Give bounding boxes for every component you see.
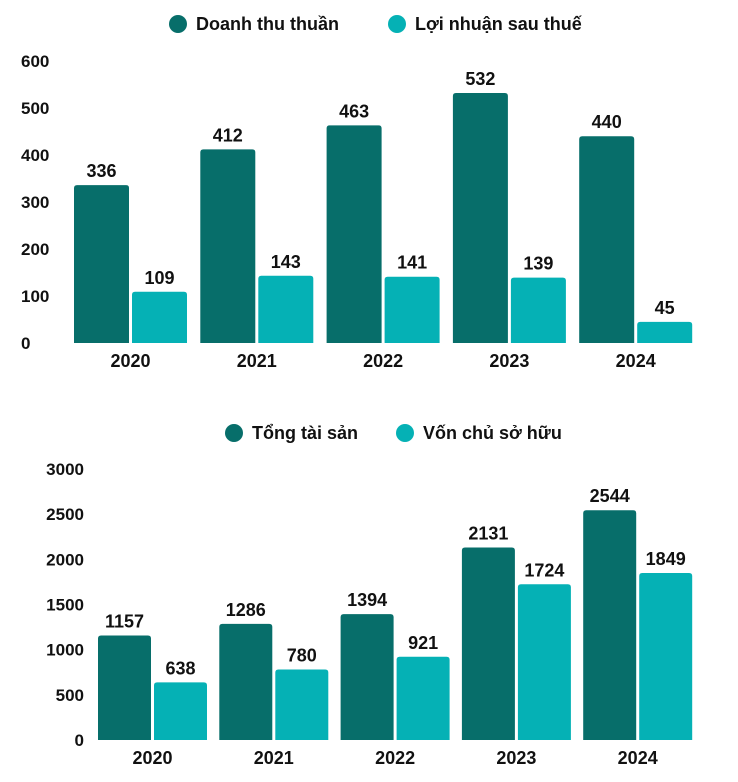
bar-value-label: 1286 [226, 600, 266, 620]
y-tick-label: 0 [75, 731, 84, 750]
bar-value-label: 336 [86, 161, 116, 181]
bar-secondary [510, 277, 566, 343]
x-category-label: 2022 [375, 748, 415, 768]
y-tick-label: 1500 [46, 596, 84, 615]
bar-primary [583, 510, 637, 740]
bar-value-label: 440 [592, 112, 622, 132]
x-category-label: 2023 [496, 748, 536, 768]
bar-primary [326, 125, 382, 343]
bar-value-label: 2131 [468, 523, 508, 543]
y-tick-label: 300 [21, 193, 49, 212]
bar-secondary [639, 572, 693, 740]
chart1-y-axis: 0 100 200 300 400 500 600 [21, 52, 49, 353]
bar-primary [219, 623, 273, 740]
bar-secondary [517, 584, 571, 740]
bar-primary [340, 614, 394, 740]
chart2-bars: 1157 638 1286 780 1394 921 2131 1724 2544 1849 [98, 486, 693, 740]
y-tick-label: 2000 [46, 550, 84, 569]
bar-secondary [275, 669, 329, 740]
legend-marker-profit [388, 15, 406, 33]
bar-primary [452, 92, 508, 344]
legend-marker-assets [225, 424, 243, 442]
bar-secondary [637, 321, 693, 343]
bar-primary [74, 185, 129, 343]
y-tick-label: 0 [21, 334, 30, 353]
bar-value-label: 141 [397, 253, 427, 273]
bar-value-label: 143 [271, 252, 301, 272]
bar-secondary [384, 276, 440, 343]
bar-secondary [396, 656, 450, 740]
bar-value-label: 45 [655, 298, 675, 318]
bar-value-label: 1157 [105, 611, 144, 631]
y-tick-label: 600 [21, 52, 49, 71]
legend-label-revenue: Doanh thu thuần [196, 14, 339, 34]
bar-value-label: 780 [287, 646, 317, 666]
bar-primary [461, 547, 515, 740]
assets-equity-chart: Tổng tài sản Vốn chủ sở hữu 0 500 1000 1500… [46, 423, 693, 768]
x-category-label: 2023 [489, 351, 529, 371]
chart2-y-axis: 0 500 1000 1500 2000 2500 3000 [46, 460, 84, 750]
bar-value-label: 463 [339, 101, 369, 121]
chart2-x-axis: 2020 2021 2022 2023 2024 [132, 748, 657, 768]
x-category-label: 2020 [132, 748, 172, 768]
chart1-legend: Doanh thu thuần Lợi nhuận sau thuế [169, 14, 583, 34]
x-category-label: 2021 [237, 351, 277, 371]
revenue-profit-chart: Doanh thu thuần Lợi nhuận sau thuế 0 100 2… [21, 14, 693, 371]
chart1-bars: 336 109 412 143 463 141 532 139 440 45 [74, 69, 693, 344]
y-tick-label: 500 [56, 686, 84, 705]
chart1-x-axis: 2020 2021 2022 2023 2024 [110, 351, 655, 371]
chart2-legend: Tổng tài sản Vốn chủ sở hữu [225, 423, 562, 443]
bar-value-label: 921 [408, 633, 438, 653]
legend-label-equity: Vốn chủ sở hữu [423, 423, 562, 443]
bar-value-label: 1849 [646, 549, 686, 569]
y-tick-label: 1000 [46, 641, 84, 660]
bar-primary [200, 149, 256, 343]
bar-secondary [258, 275, 314, 343]
y-tick-label: 500 [21, 99, 49, 118]
x-category-label: 2020 [110, 351, 150, 371]
bar-value-label: 139 [523, 254, 553, 274]
bar-value-label: 638 [165, 658, 195, 678]
x-category-label: 2024 [616, 351, 656, 371]
bar-primary [98, 635, 151, 740]
legend-label-assets: Tổng tài sản [252, 423, 358, 443]
y-tick-label: 3000 [46, 460, 84, 479]
bar-secondary [154, 682, 207, 740]
bar-value-label: 109 [144, 268, 174, 288]
bar-secondary [132, 291, 187, 343]
bar-value-label: 1724 [524, 560, 564, 580]
legend-marker-equity [396, 424, 414, 442]
y-tick-label: 2500 [46, 505, 84, 524]
bar-value-label: 2544 [590, 486, 630, 506]
y-tick-label: 100 [21, 287, 49, 306]
bar-value-label: 412 [213, 125, 243, 145]
x-category-label: 2024 [618, 748, 658, 768]
legend-marker-revenue [169, 15, 187, 33]
x-category-label: 2021 [254, 748, 294, 768]
bar-value-label: 1394 [347, 590, 387, 610]
y-tick-label: 200 [21, 240, 49, 259]
bar-value-label: 532 [465, 69, 495, 89]
bar-primary [579, 136, 635, 343]
x-category-label: 2022 [363, 351, 403, 371]
legend-label-profit: Lợi nhuận sau thuế [415, 14, 583, 34]
y-tick-label: 400 [21, 146, 49, 165]
